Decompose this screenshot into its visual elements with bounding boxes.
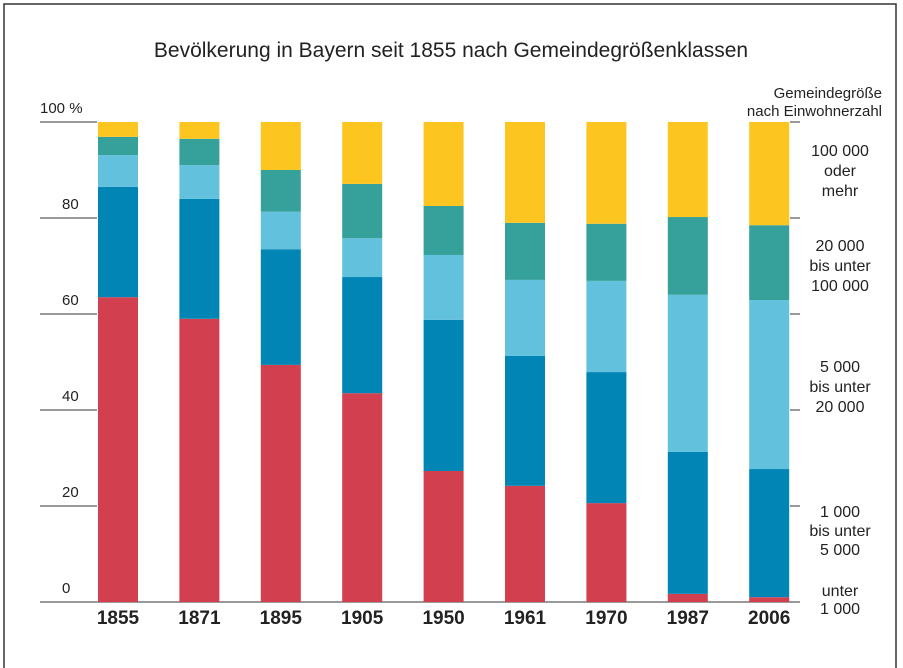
bar-segment [586,503,627,602]
bar-segment [179,165,220,199]
x-tick-label: 1970 [585,608,627,629]
legend-label: oder [824,163,857,180]
bar-segment [342,122,383,184]
y-tick-label: 40 [62,388,79,405]
bar-segment [749,469,790,598]
bar-segment [586,122,627,224]
bar-segment [749,597,790,602]
bar-segment [505,485,545,602]
bar-segment [179,198,220,319]
bar-segment [749,300,790,470]
legend-label: 20 000 [816,399,865,416]
bar-segment [505,222,545,280]
bar-segment [667,593,708,602]
x-tick-label: 1855 [97,608,140,629]
x-tick-label: 1871 [178,608,221,629]
bar-segment [98,122,138,137]
bar-segment [260,122,301,170]
bar-segment [342,238,383,278]
x-tick-label: 1961 [504,608,547,629]
y-tick-label: 20 [62,484,79,501]
bar-segment [423,319,464,471]
bar-segment [260,211,301,250]
legend-label: unter [822,583,859,600]
y-tick-label: 60 [62,292,79,309]
legend-label: bis unter [809,523,871,540]
bar-segment [179,318,220,602]
bar-segment [98,186,138,298]
bar-segment [98,297,138,602]
legend-label: 100 000 [811,278,869,295]
x-tick-label: 1905 [341,608,384,629]
bar-segment [667,217,708,295]
bar-segment [342,277,383,394]
bar-segment [260,364,301,602]
x-tick-label: 1895 [260,608,303,629]
legend-title: Gemeindegröße [774,85,882,102]
bar-segment [423,122,464,206]
bar-segment [667,451,708,594]
bar-segment [749,122,790,226]
bar-segment [179,122,220,139]
bar-segment [423,470,464,602]
bar-segment [586,223,627,281]
y-tick-label: 100 % [40,100,83,117]
bar-segment [423,254,464,320]
bar-segment [423,206,464,255]
bar-segment [260,170,301,212]
x-tick-label: 1950 [422,608,464,629]
legend-label: bis unter [809,258,871,275]
legend-label: 20 000 [816,238,865,255]
x-tick-label: 1987 [667,608,709,629]
legend-title: nach Einwohnerzahl [747,103,882,120]
y-tick-label: 0 [62,580,70,597]
bar-segment [749,225,790,301]
bar-segment [586,372,627,504]
bar-segment [98,136,138,156]
legend-label: bis unter [809,379,871,396]
bar-segment [342,393,383,602]
bar-segment [667,294,708,452]
bar-segment [505,279,545,356]
chart-title: Bevölkerung in Bayern seit 1855 nach Gem… [154,39,748,62]
bar-segment [342,183,383,239]
legend-label: 100 000 [811,143,869,160]
bar-segment [505,122,545,223]
legend-label: 5 000 [820,359,860,376]
legend-label: mehr [822,183,859,200]
bar-segment [260,249,301,365]
legend-label: 5 000 [820,542,860,559]
bar-segment [98,155,138,187]
legend-label: 1 000 [820,601,860,618]
bar-segment [505,355,545,486]
bar-segment [586,280,627,373]
y-tick-label: 80 [62,196,79,213]
legend-label: 1 000 [820,504,860,521]
bar-segment [667,122,708,218]
bar-segment [179,138,220,166]
x-tick-label: 2006 [748,608,790,629]
